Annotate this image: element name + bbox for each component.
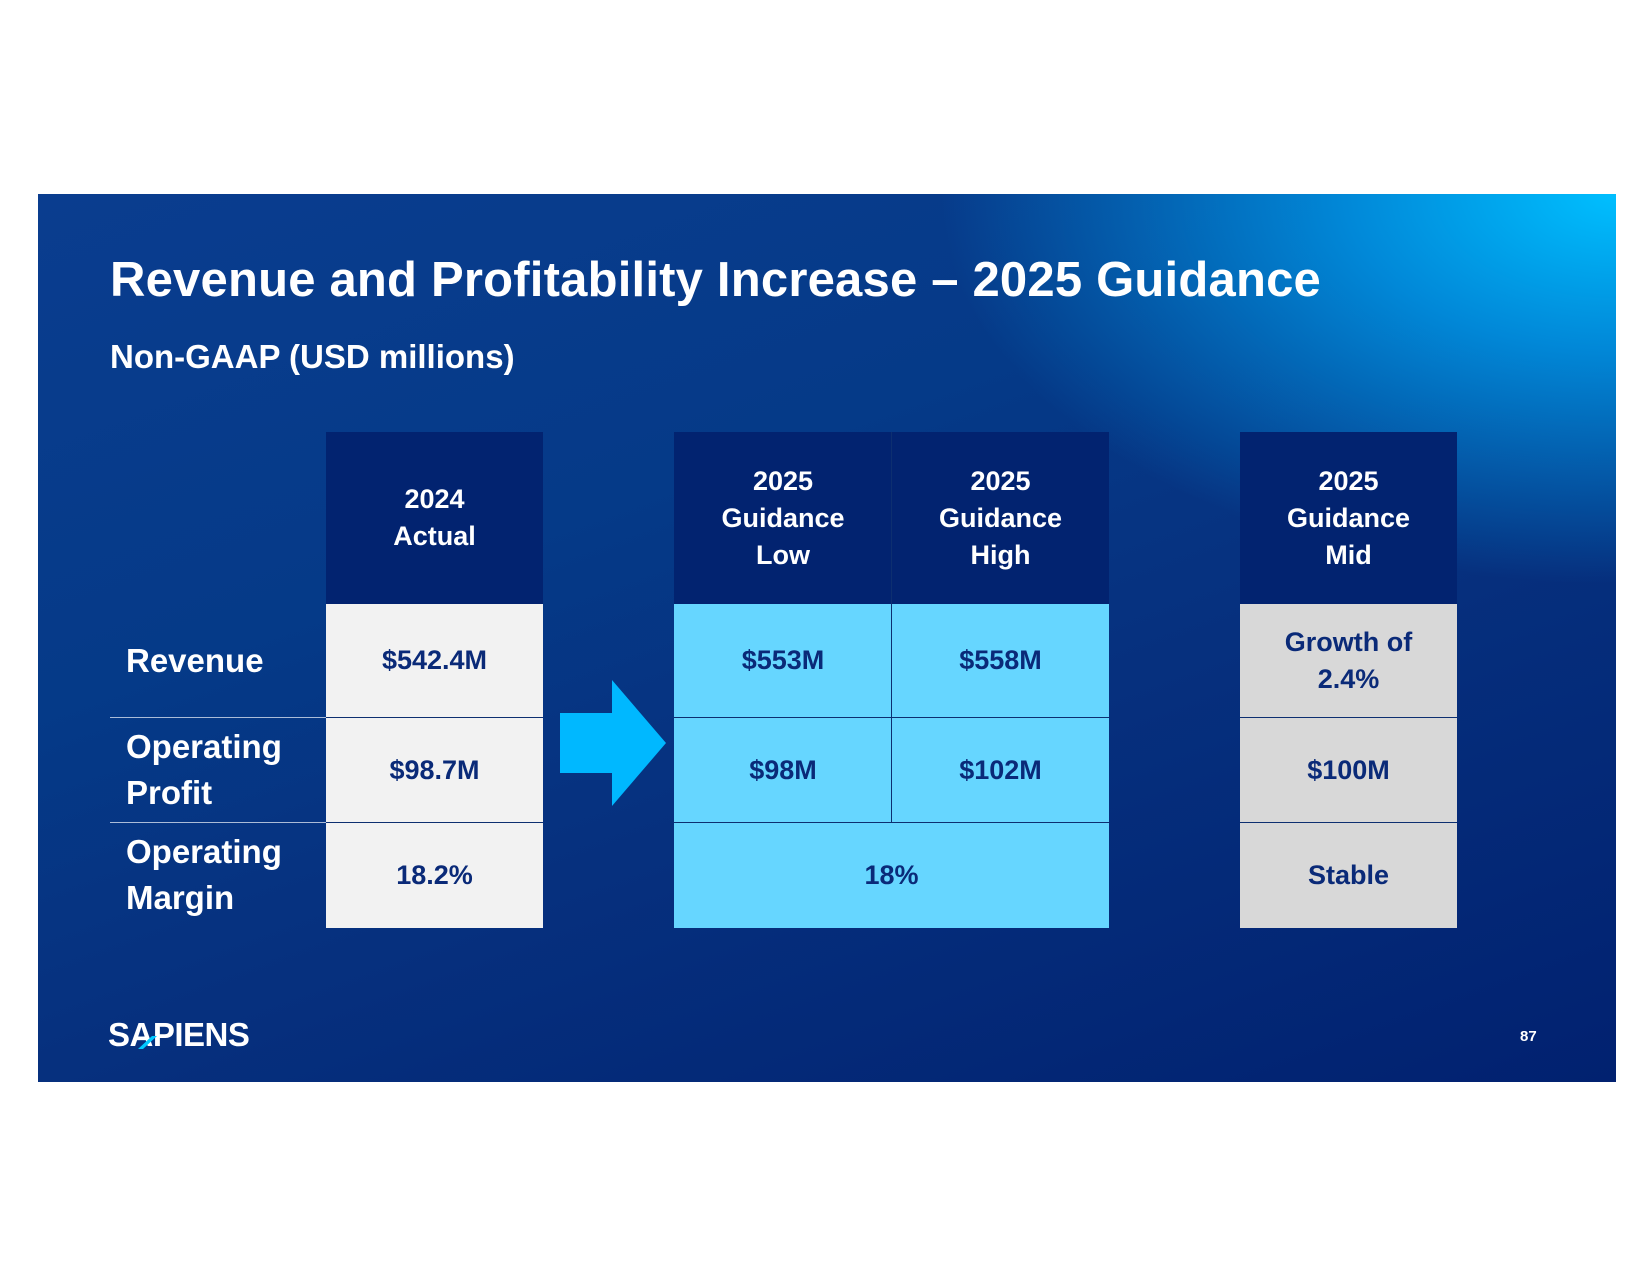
logo-text: SAPIENS: [108, 1016, 249, 1053]
cell-actual-operating-margin: 18.2%: [326, 823, 543, 928]
row-label-operating-margin: Operating Margin: [126, 833, 282, 916]
cell-guidance-mid-operating-profit: $100M: [1240, 718, 1457, 822]
slide-subtitle: Non-GAAP (USD millions): [110, 338, 515, 375]
slide: Revenue and Profitability Increase – 202…: [38, 194, 1616, 1082]
row-separator: [110, 717, 328, 718]
header-2024-actual: 2024 Actual: [326, 432, 543, 604]
cell-border: [891, 432, 892, 822]
cell-border: [326, 717, 543, 718]
header-2025-guidance-mid: 2025 Guidance Mid: [1240, 432, 1457, 604]
sapiens-logo: SAPIENS: [108, 1016, 250, 1053]
cell-guidance-high-operating-profit: $102M: [892, 718, 1109, 822]
cell-border: [1240, 822, 1457, 823]
row-separator: [110, 822, 328, 823]
cell-guidance-low-revenue: $553M: [674, 604, 892, 717]
row-label-operating-profit: Operating Profit: [126, 728, 282, 811]
cell-border: [674, 717, 1109, 718]
cell-guidance-operating-margin: 18%: [674, 823, 1109, 928]
cell-border: [1240, 717, 1457, 718]
header-2025-guidance-low: 2025 Guidance Low: [674, 432, 892, 604]
cell-guidance-mid-revenue: Growth of 2.4%: [1240, 604, 1457, 717]
cell-actual-revenue: $542.4M: [326, 604, 543, 717]
cell-guidance-high-revenue: $558M: [892, 604, 1109, 717]
cell-border: [326, 822, 543, 823]
header-2025-guidance-high: 2025 Guidance High: [892, 432, 1109, 604]
cell-guidance-low-operating-profit: $98M: [674, 718, 892, 822]
cell-guidance-mid-operating-margin: Stable: [1240, 823, 1457, 928]
page-number: 87: [1520, 1028, 1537, 1045]
row-label-revenue: Revenue: [126, 641, 264, 679]
slide-title: Revenue and Profitability Increase – 202…: [110, 253, 1321, 307]
cell-actual-operating-profit: $98.7M: [326, 718, 543, 822]
cell-border: [674, 822, 1109, 823]
right-arrow-icon: [560, 680, 666, 806]
